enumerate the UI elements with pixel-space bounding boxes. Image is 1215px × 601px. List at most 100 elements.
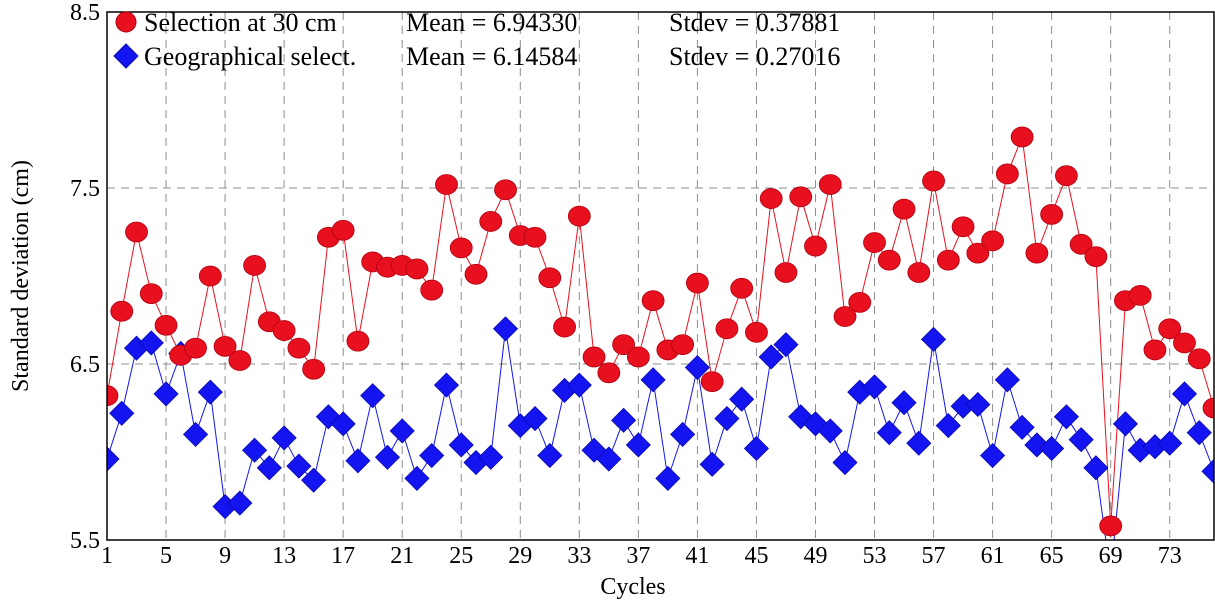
series-1-point [448, 432, 474, 458]
series-0-point [1173, 332, 1196, 354]
grid-layer [107, 12, 1214, 540]
series-0-point [597, 362, 621, 384]
series-0-point [936, 249, 960, 271]
legend-stdev-geographical: Stdev = 0.27016 [669, 42, 840, 71]
series-1-point [286, 453, 312, 479]
legend-label-selection: Selection at 30 cm [144, 8, 337, 37]
y-tick-label: 8.5 [70, 0, 100, 26]
series-0-point [789, 186, 813, 208]
x-tick-label: 69 [1099, 543, 1123, 569]
series-1-point [301, 467, 327, 493]
series-line-0 [107, 134, 1214, 526]
x-tick-label: 49 [803, 543, 827, 569]
series-0-point [582, 346, 606, 368]
series-1-point [684, 354, 710, 381]
series-0-point [745, 321, 768, 343]
x-tick-label: 13 [272, 543, 296, 569]
y-tick-label: 6.5 [70, 352, 100, 378]
series-0-point [139, 283, 163, 305]
series-0-point [1084, 246, 1108, 268]
series-0-point [1025, 242, 1049, 264]
x-tick-label: 73 [1158, 543, 1182, 569]
series-1-point [374, 444, 401, 470]
series-1-point [729, 386, 755, 412]
series-0-point [435, 174, 458, 195]
series-0-point [1040, 203, 1064, 225]
series-0-point [287, 337, 311, 359]
series-0-point [1099, 515, 1123, 537]
series-0-point [848, 291, 872, 313]
series-0-point [125, 221, 148, 243]
series-1-point [1039, 435, 1065, 462]
x-tick-label: 25 [449, 543, 473, 569]
series-1-point [980, 442, 1006, 469]
series-1-point [404, 465, 430, 491]
legend-marker-selection [115, 11, 137, 33]
series-0-point [700, 371, 724, 393]
series-0-point [464, 263, 488, 285]
series-0-point [110, 300, 134, 322]
legend-stdev-selection: Stdev = 0.37881 [669, 8, 840, 37]
series-0-point [107, 385, 119, 407]
series-1-point [1157, 430, 1183, 456]
series-0-point [833, 306, 857, 327]
series-0-point [228, 350, 252, 371]
series-1-point [1186, 420, 1212, 446]
series-0-point [1069, 233, 1093, 255]
series-0-point [213, 335, 237, 357]
series-1-point [360, 383, 386, 409]
series-0-point [449, 237, 473, 259]
series-1-point [1083, 455, 1109, 481]
series-0-point [198, 265, 222, 287]
series-1-point [596, 446, 622, 472]
series-0-point [1055, 165, 1078, 187]
x-tick-label: 57 [922, 543, 946, 569]
tick-layer: 1 5 9 13 17 21 25 29 33 37 41 45 49 53 57 61 65 69 73 5.5 6.… [70, 0, 1182, 569]
series-1-point [832, 449, 858, 476]
series-0-point [553, 316, 576, 338]
series-0-point [331, 219, 355, 241]
series-1-point [566, 372, 592, 398]
series-1-point [743, 435, 770, 462]
x-tick-label: 29 [508, 543, 532, 569]
series-0-point [1010, 126, 1034, 148]
series-0-point [302, 358, 326, 380]
series-line-1 [107, 328, 1214, 540]
series-1-point [1009, 414, 1035, 440]
series-0-point [818, 174, 842, 195]
series-0-point [863, 232, 886, 253]
series-0-point [1128, 284, 1152, 306]
series-1-point [920, 326, 947, 352]
series-0-point [567, 205, 591, 227]
series-1-point [492, 316, 519, 342]
series-0-point [671, 334, 695, 356]
series-0-point [804, 235, 827, 257]
x-tick-label: 53 [863, 543, 887, 569]
series-0-point [243, 255, 267, 276]
series-1-point [906, 430, 932, 456]
series-1-point [611, 407, 637, 433]
series-0-point [1158, 318, 1182, 340]
x-tick-label: 9 [219, 543, 231, 569]
series-1-point [138, 330, 164, 356]
x-tick-label: 61 [981, 543, 1005, 569]
series-1-point [876, 420, 902, 446]
series-1-point [758, 344, 784, 370]
series-1-point [345, 448, 371, 474]
series-1-point [714, 405, 740, 432]
series-1-point [965, 391, 991, 418]
series-1-point [1171, 381, 1198, 407]
series-0-point [966, 242, 990, 264]
series-1-point [861, 374, 888, 400]
series-0-point [715, 318, 739, 340]
y-tick-label: 5.5 [70, 528, 100, 554]
series-1-point [891, 390, 917, 416]
series-1-point [182, 421, 209, 447]
series-1-point [271, 425, 297, 451]
series-0-point [774, 262, 798, 283]
series-0-point [1202, 397, 1214, 419]
series-1-point [1112, 411, 1139, 437]
legend-mean-selection: Mean = 6.94330 [406, 8, 577, 37]
series-1-point [773, 332, 799, 358]
